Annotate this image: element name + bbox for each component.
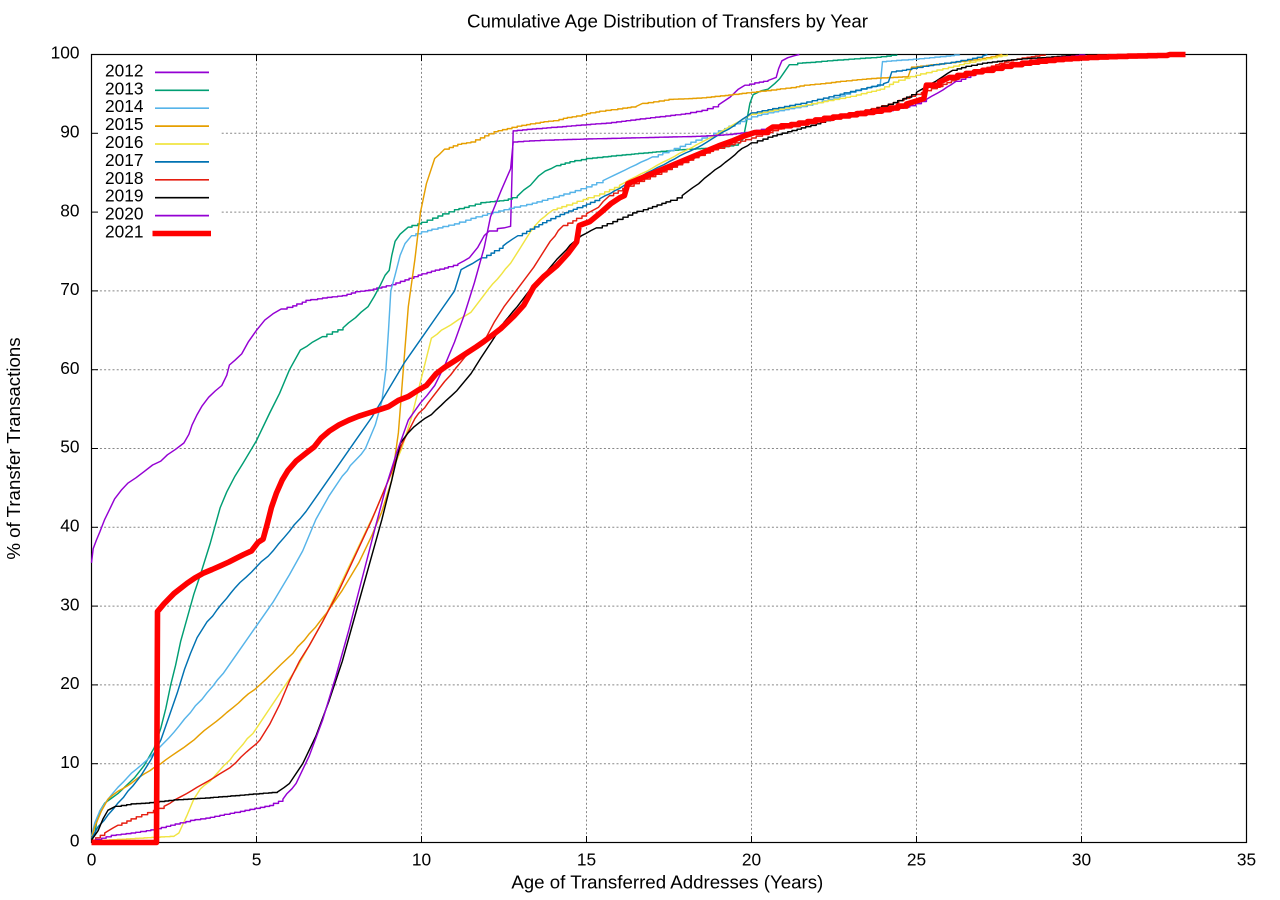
svg-text:15: 15 (577, 850, 596, 870)
svg-text:2020: 2020 (105, 204, 143, 224)
svg-text:Cumulative Age Distribution of: Cumulative Age Distribution of Transfers… (467, 11, 868, 32)
svg-text:60: 60 (60, 358, 79, 378)
svg-text:40: 40 (60, 516, 79, 536)
svg-text:2015: 2015 (105, 114, 143, 134)
svg-text:2016: 2016 (105, 132, 143, 152)
svg-text:25: 25 (907, 850, 926, 870)
svg-text:2017: 2017 (105, 150, 143, 170)
svg-text:20: 20 (742, 850, 761, 870)
svg-text:Age of Transferred Addresses (: Age of Transferred Addresses (Years) (511, 872, 823, 893)
svg-text:50: 50 (60, 437, 79, 457)
svg-text:100: 100 (51, 43, 80, 63)
svg-text:2019: 2019 (105, 186, 143, 206)
svg-text:70: 70 (60, 279, 79, 299)
svg-text:% of Transfer Transactions: % of Transfer Transactions (3, 337, 24, 559)
svg-text:80: 80 (60, 200, 79, 220)
svg-text:2012: 2012 (105, 60, 143, 80)
svg-text:10: 10 (60, 752, 79, 772)
svg-text:2014: 2014 (105, 96, 144, 116)
svg-text:2013: 2013 (105, 78, 143, 98)
svg-text:0: 0 (87, 850, 97, 870)
svg-text:90: 90 (60, 122, 79, 142)
svg-text:20: 20 (60, 673, 79, 693)
svg-text:0: 0 (70, 831, 80, 851)
svg-text:5: 5 (252, 850, 262, 870)
svg-text:30: 30 (60, 594, 79, 614)
svg-text:2018: 2018 (105, 168, 143, 188)
svg-text:10: 10 (412, 850, 431, 870)
svg-text:30: 30 (1072, 850, 1091, 870)
svg-text:35: 35 (1237, 850, 1256, 870)
svg-text:2021: 2021 (105, 222, 143, 242)
